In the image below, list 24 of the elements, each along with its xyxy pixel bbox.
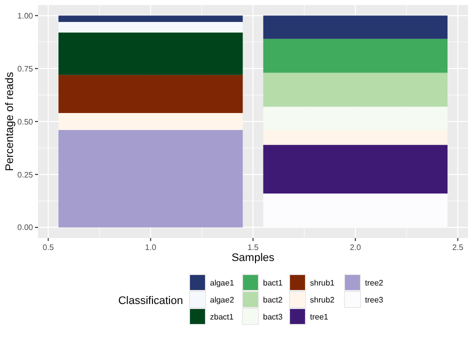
legend-label: zbact1	[210, 312, 234, 322]
legend-label: algae2	[210, 295, 235, 304]
legend-label: bact3	[263, 312, 284, 322]
legend-title: Classification	[118, 294, 183, 307]
y-tick-label: 0.50	[17, 117, 34, 126]
y-tick-label: 1.00	[17, 11, 34, 20]
legend-label: shrub2	[310, 295, 336, 304]
x-tick-label: 1.5	[247, 243, 260, 252]
y-tick-label: 0.00	[17, 223, 34, 232]
legend-label: tree3	[365, 295, 384, 304]
legend-label: bact1	[263, 278, 284, 288]
x-tick-label: 2.0	[350, 243, 362, 252]
x-tick-label: 0.5	[42, 243, 54, 252]
y-tick-label: 0.25	[17, 170, 34, 180]
y-axis-title: Percentage of reads	[4, 71, 16, 172]
legend-label: tree2	[365, 278, 384, 288]
legend-label: tree1	[310, 312, 329, 322]
y-tick-label: 0.75	[17, 64, 34, 74]
legend-label: bact2	[263, 295, 284, 304]
legend-label: algae1	[210, 278, 235, 288]
x-tick-label: 1.0	[145, 243, 157, 252]
legend-label: shrub1	[310, 278, 336, 288]
x-tick-label: 2.5	[452, 243, 464, 252]
x-axis-title: Samples	[232, 252, 275, 264]
